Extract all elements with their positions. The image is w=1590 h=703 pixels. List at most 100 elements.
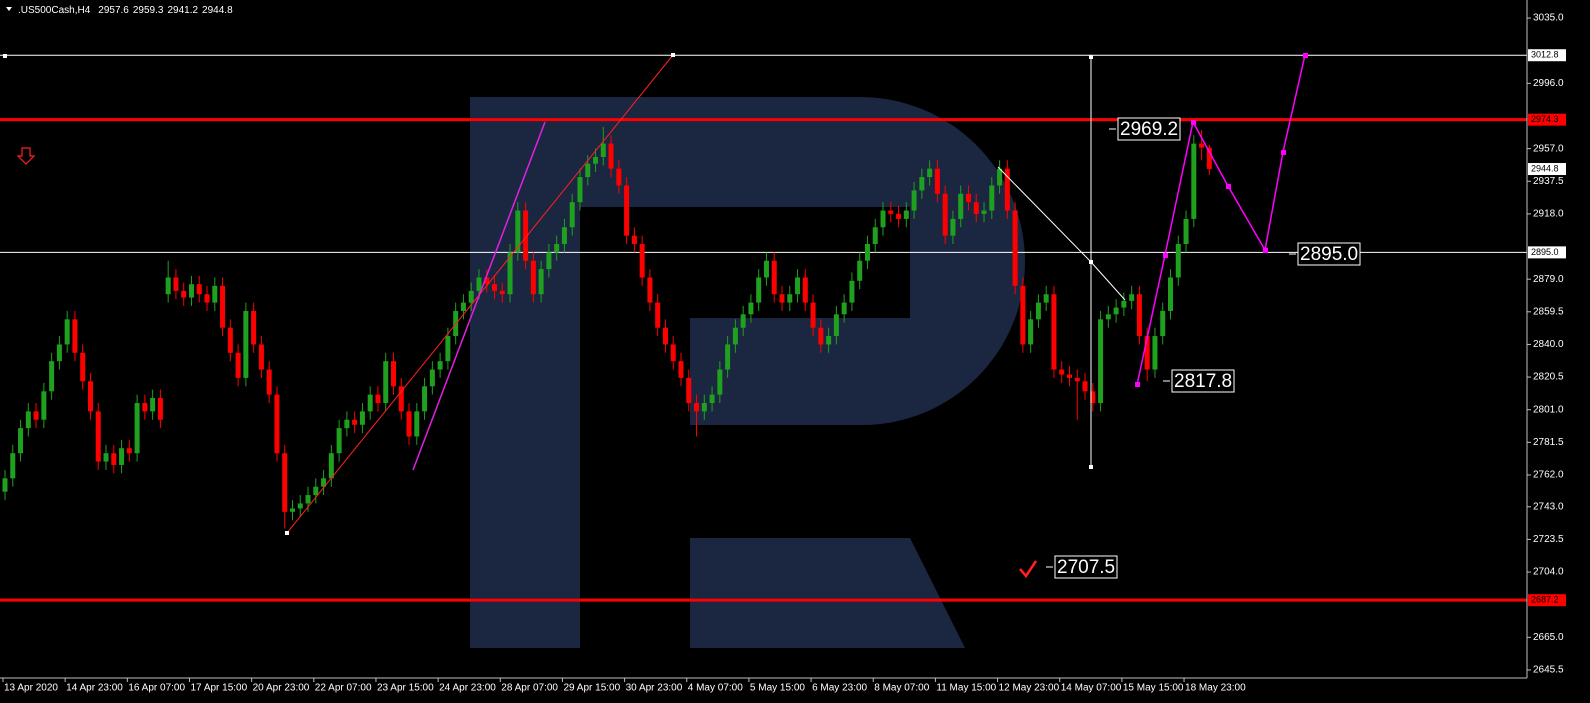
candle-body (95, 411, 101, 462)
candle-body (359, 411, 365, 425)
candle-body (1012, 210, 1018, 286)
symbol: .US500Cash,H4 (18, 5, 91, 16)
candle-body (196, 284, 202, 295)
candle-body (763, 260, 769, 278)
candle-body (880, 210, 886, 228)
candle-body (795, 277, 801, 295)
candle-body (220, 285, 226, 328)
candle-body (1051, 294, 1057, 370)
candle-body (662, 327, 668, 345)
y-tick-label: 2996.0 (1533, 78, 1564, 89)
y-tick-label: 2957.0 (1533, 143, 1564, 154)
candle-body (56, 344, 62, 362)
candle-body (725, 344, 731, 370)
candle-body (958, 193, 964, 219)
candle-body (965, 193, 971, 203)
x-tick-label: 30 Apr 23:00 (626, 683, 683, 694)
candle-body (406, 411, 412, 437)
candle-body (1199, 143, 1205, 148)
candle-body (1152, 336, 1158, 370)
candle-body (756, 277, 762, 303)
candle-body (173, 277, 179, 291)
candle-body (87, 381, 93, 412)
menu-arrow[interactable] (6, 7, 12, 11)
candle-body (1160, 310, 1166, 337)
y-axis: 3035.0 2996.0 2957.0 2937.5 2918.0 2879.0 2859… (1527, 13, 1566, 676)
candle-body (787, 294, 793, 303)
candle-body (670, 344, 676, 362)
candle-body (771, 260, 777, 295)
candle-body (561, 227, 567, 245)
candle-body (631, 235, 637, 245)
candle-body (732, 327, 738, 345)
candle-body (1136, 294, 1142, 337)
y-tick-label: 2820.5 (1533, 372, 1564, 383)
header-high: 2959.3 (133, 5, 164, 16)
candle-body (227, 327, 233, 353)
candle-body (484, 277, 490, 285)
candle-body (833, 314, 839, 337)
candle-body (981, 210, 987, 214)
candle-body (1090, 391, 1096, 404)
x-axis: 13 Apr 2020 14 Apr 23:00 16 Apr 07:00 17 Ap… (2, 678, 1246, 694)
candle-body (165, 277, 171, 295)
header-open: 2957.6 (98, 5, 129, 16)
x-tick-label: 23 Apr 15:00 (377, 683, 434, 694)
price-label: 2974.3 (1531, 114, 1559, 124)
candle-body (305, 495, 311, 504)
candle-body (1129, 294, 1135, 301)
candles (2, 126, 1212, 529)
candle-body (1113, 307, 1119, 315)
candle-body (344, 419, 350, 429)
candle-body (647, 277, 653, 303)
candle-body (336, 428, 342, 454)
y-tick-label: 3035.0 (1533, 13, 1564, 24)
candle-body (818, 327, 824, 345)
candle-body (10, 453, 16, 479)
candle-body (826, 336, 832, 345)
candle-body (352, 419, 358, 425)
y-tick-label: 2645.5 (1533, 665, 1564, 676)
x-tick-label: 17 Apr 15:00 (190, 683, 247, 694)
candle-body (282, 453, 288, 512)
price-label-box (1528, 594, 1566, 607)
candle-body (1098, 319, 1104, 404)
y-tick-label: 2840.0 (1533, 339, 1564, 350)
y-tick-label: 2743.0 (1533, 501, 1564, 512)
candle-body (896, 213, 902, 219)
x-tick-label: 14 Apr 23:00 (66, 683, 123, 694)
candle-body (150, 397, 156, 412)
header-low: 2941.2 (167, 5, 198, 16)
candle-body (157, 397, 163, 420)
candle-body (49, 361, 55, 392)
candle-body (204, 294, 210, 303)
candle-body (530, 260, 536, 295)
annotation-box (1054, 555, 1118, 579)
price-label: 2944.8 (1531, 163, 1559, 173)
x-tick-label: 29 Apr 15:00 (563, 683, 620, 694)
candle-body (857, 260, 863, 281)
candle-body (1043, 294, 1049, 303)
candle-body (538, 269, 544, 295)
x-tick-label: 12 May 23:00 (999, 683, 1060, 694)
candle-body (1105, 314, 1111, 320)
candle-body (313, 486, 319, 496)
candle-body (367, 394, 373, 412)
candle-body (585, 163, 591, 178)
x-tick-label: 11 May 15:00 (936, 683, 996, 694)
candle-body (126, 448, 132, 454)
candle-body (872, 227, 878, 245)
candle-body (1191, 143, 1197, 219)
price-label: 3012.8 (1531, 50, 1559, 60)
x-tick-label: 28 Apr 07:00 (501, 683, 558, 694)
candle-body (507, 252, 513, 295)
candle-body (1020, 285, 1026, 345)
price-label-box (1528, 113, 1566, 126)
candle-body (383, 361, 389, 404)
candle-body (997, 168, 1003, 186)
candle-body (1028, 319, 1034, 345)
candle-body (398, 386, 404, 412)
annotation-label: 2817.8 (1174, 371, 1232, 392)
candle-body (258, 344, 264, 370)
